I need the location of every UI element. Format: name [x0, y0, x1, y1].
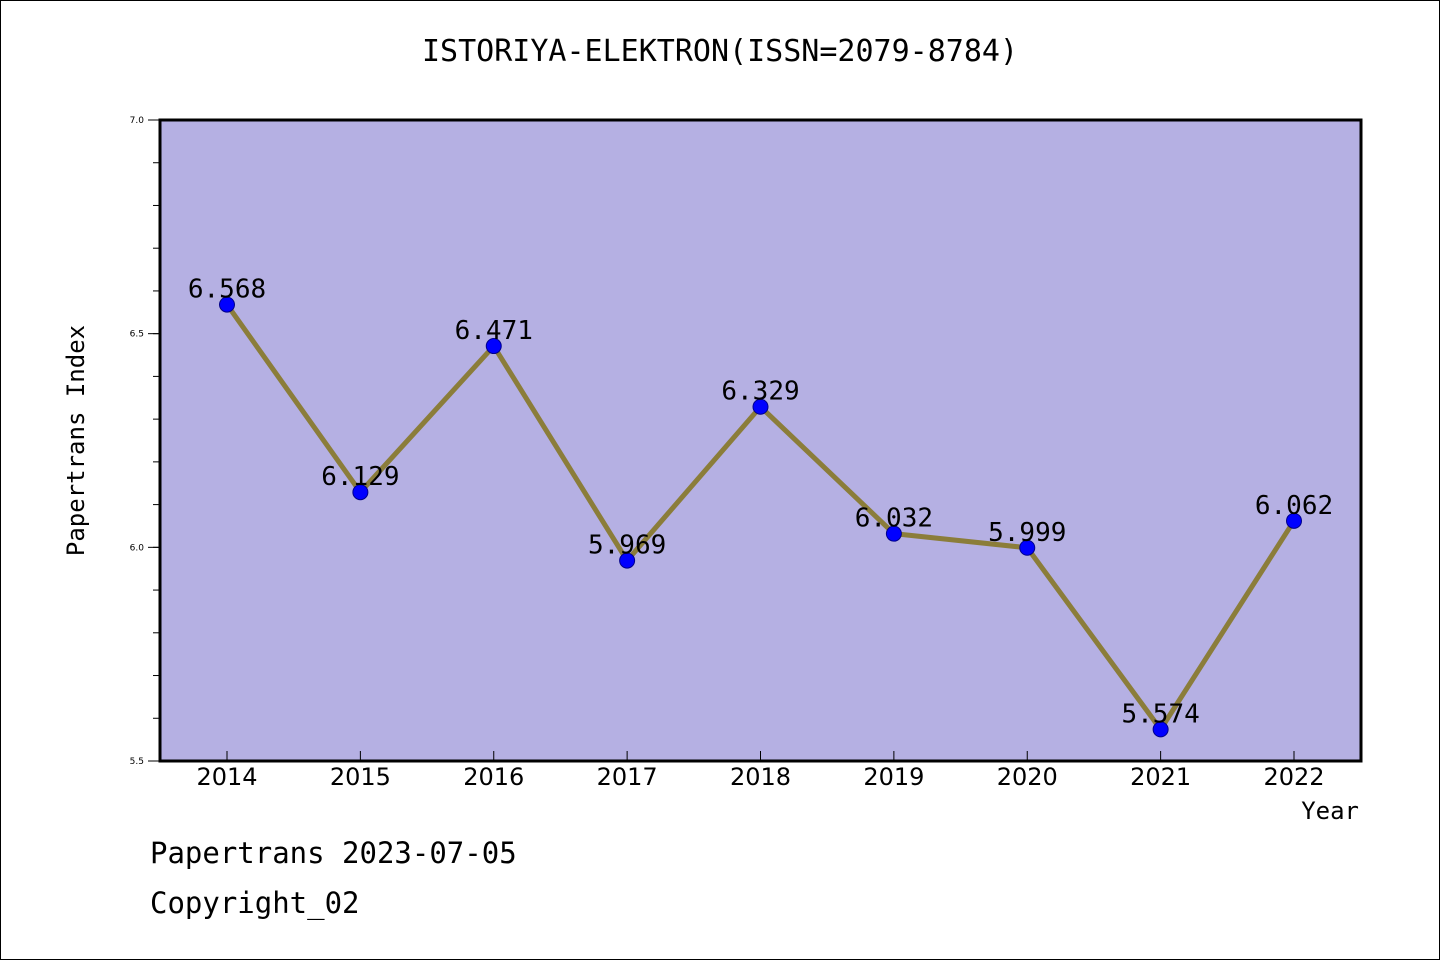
x-tick-label: 2016 [463, 763, 524, 791]
y-tick-label: 6.0 [130, 543, 145, 553]
x-tick-label: 2015 [330, 763, 391, 791]
data-label: 5.574 [1121, 699, 1199, 729]
footer-date: Papertrans 2023-07-05 [150, 836, 517, 870]
x-tick-label: 2020 [997, 763, 1058, 791]
y-tick-label: 7.0 [130, 116, 145, 126]
data-label: 6.062 [1255, 491, 1333, 521]
x-tick-label: 2017 [597, 763, 658, 791]
x-tick-label: 2019 [863, 763, 924, 791]
y-axis-label: Papertrans Index [62, 325, 90, 556]
data-label: 5.999 [988, 518, 1066, 548]
footer-copyright: Copyright_02 [150, 886, 360, 920]
data-label: 5.969 [588, 531, 666, 561]
x-tick-label: 2021 [1130, 763, 1191, 791]
y-axis-ticks: 5.5 6.0 6.5 7.0 [130, 116, 160, 767]
y-tick-label: 6.5 [130, 330, 144, 340]
data-label: 6.129 [321, 462, 399, 492]
x-tick-label: 2022 [1263, 763, 1324, 791]
data-label: 6.032 [855, 504, 933, 534]
x-tick-label: 2014 [196, 763, 257, 791]
data-label: 6.568 [188, 275, 266, 305]
y-tick-label: 5.5 [130, 757, 144, 767]
plot-area [160, 120, 1361, 761]
data-label: 6.329 [721, 377, 799, 407]
x-axis-label: Year [1301, 797, 1359, 825]
x-tick-label: 2018 [730, 763, 791, 791]
data-label: 6.471 [455, 316, 533, 346]
